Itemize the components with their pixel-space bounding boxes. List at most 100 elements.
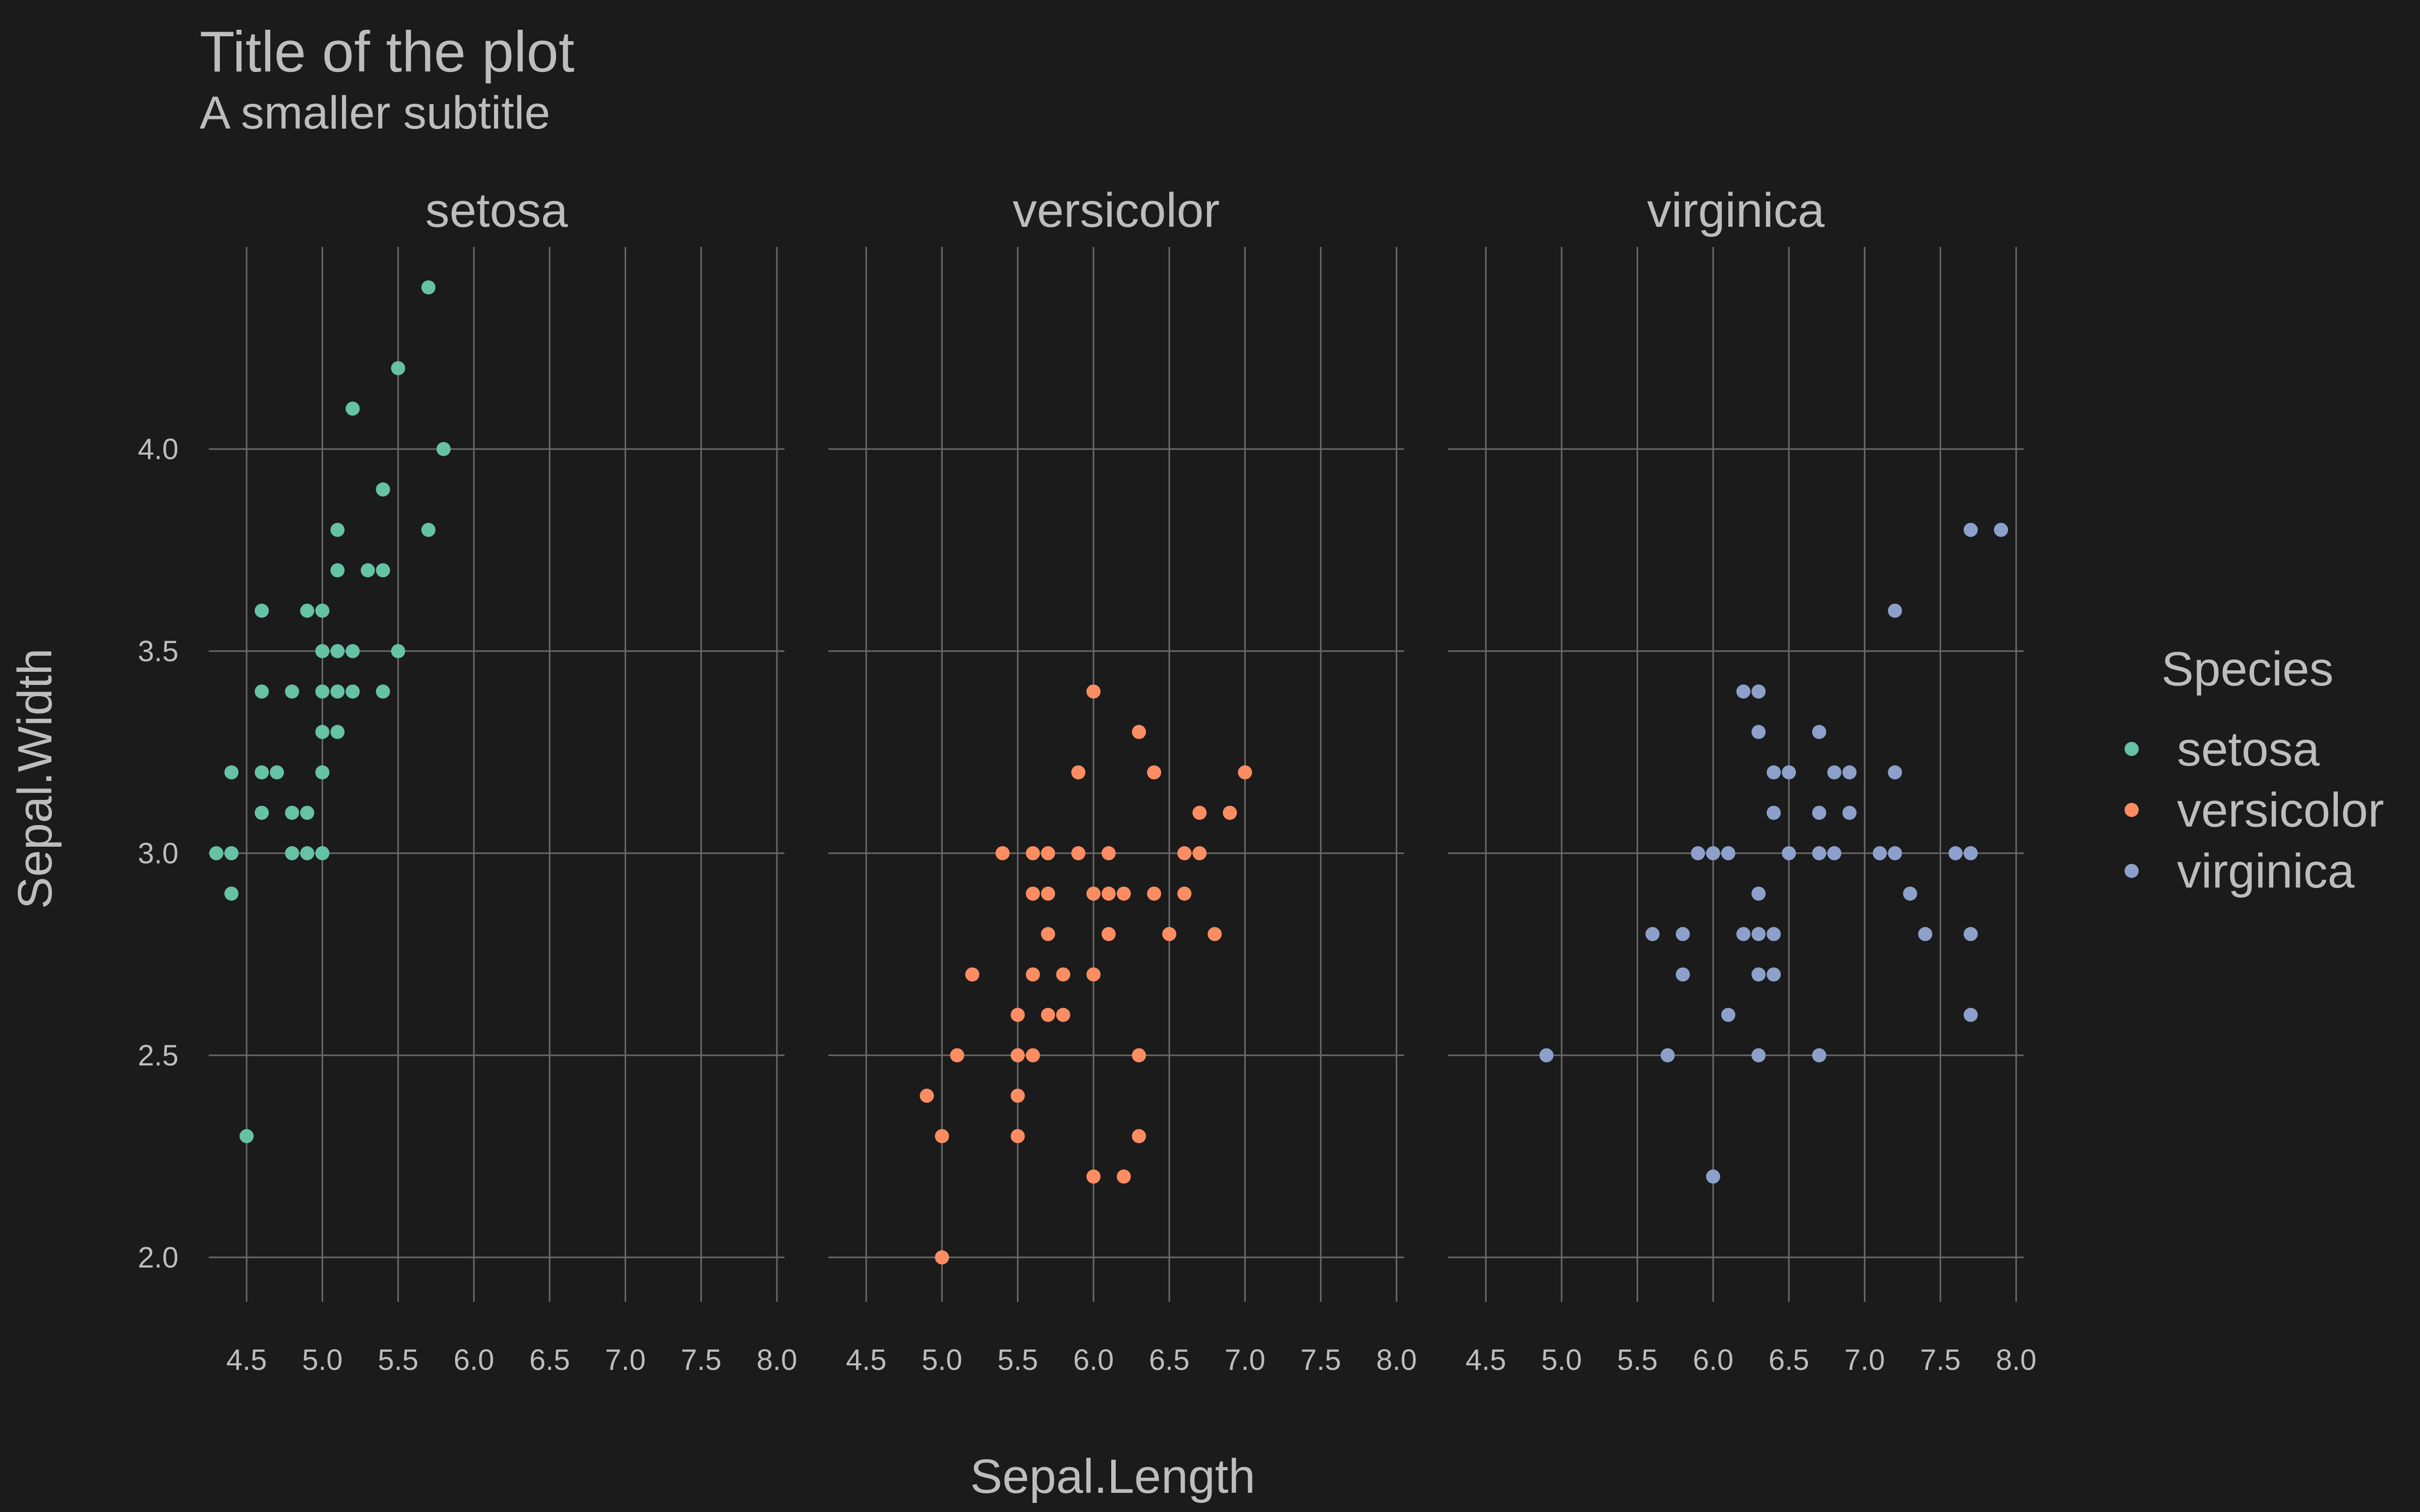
y-axis-label: Sepal.Width [8,648,62,909]
x-tick-label: 6.5 [1149,1344,1190,1376]
data-point-setosa [330,684,345,699]
x-tick-label: 5.5 [378,1344,418,1376]
data-point-virginica [1675,967,1690,982]
data-point-versicolor [1010,1129,1025,1144]
data-point-setosa [345,684,360,699]
data-point-versicolor [1086,887,1101,901]
data-point-setosa [285,684,299,699]
data-point-setosa [239,1129,254,1144]
data-point-versicolor [1010,1007,1025,1022]
x-tick-label: 6.5 [1769,1344,1809,1376]
data-point-versicolor [1192,805,1207,820]
x-tick-label: 6.0 [1073,1344,1114,1376]
data-point-versicolor [1132,1129,1146,1144]
legend-label-setosa: setosa [2177,722,2320,776]
data-point-versicolor [1025,1048,1040,1062]
data-point-virginica [1963,927,1978,941]
data-point-setosa [421,523,436,537]
data-point-virginica [1721,1007,1735,1022]
data-point-versicolor [1056,967,1070,982]
data-point-virginica [1660,1048,1675,1062]
facet-strip-label: setosa [426,183,568,237]
data-point-setosa [300,603,315,618]
data-point-versicolor [995,846,1010,860]
data-point-versicolor [1086,684,1101,699]
data-point-versicolor [1207,927,1222,941]
data-point-virginica [1767,967,1781,982]
data-point-versicolor [1147,887,1162,901]
data-point-versicolor [1238,765,1252,780]
data-point-versicolor [1177,887,1192,901]
data-point-virginica [1812,805,1827,820]
legend-label-virginica: virginica [2177,844,2355,898]
y-tick-label: 2.5 [138,1039,178,1072]
data-point-virginica [1782,765,1796,780]
x-tick-label: 7.0 [1225,1344,1265,1376]
data-point-virginica [1993,523,2008,537]
data-point-versicolor [1071,846,1085,860]
data-point-versicolor [1132,1048,1146,1062]
data-point-versicolor [920,1089,934,1103]
data-point-setosa [224,765,239,780]
x-tick-label: 7.0 [605,1344,646,1376]
x-tick-label: 4.5 [846,1344,887,1376]
data-point-virginica [1736,927,1751,941]
data-point-virginica [1767,927,1781,941]
data-point-setosa [224,846,239,860]
data-point-setosa [315,846,330,860]
data-point-versicolor [1117,887,1131,901]
data-point-versicolor [1010,1089,1025,1103]
facet-panel-setosa: setosa 4.5 5.0 5.5 6.0 6.5 7.0 7.5 8.0 [209,183,797,1376]
data-point-virginica [1751,927,1766,941]
data-point-virginica [1827,846,1842,860]
data-point-versicolor [1041,887,1055,901]
data-point-virginica [1751,725,1766,739]
data-point-virginica [1751,1048,1766,1062]
data-point-setosa [285,805,299,820]
x-tick-label: 4.5 [1466,1344,1506,1376]
data-point-versicolor [935,1129,949,1144]
data-point-setosa [436,442,451,456]
data-point-versicolor [1192,846,1207,860]
legend-key-virginica [2125,864,2139,878]
x-tick-label: 8.0 [1376,1344,1417,1376]
data-point-virginica [1767,805,1781,820]
y-tick-label: 3.5 [138,635,178,668]
data-point-virginica [1918,927,1932,941]
data-point-setosa [255,805,269,820]
data-point-virginica [1539,1048,1554,1062]
data-point-versicolor [1101,846,1116,860]
data-point-versicolor [1025,967,1040,982]
x-tick-label: 8.0 [1996,1344,2037,1376]
data-point-setosa [209,846,224,860]
data-point-virginica [1767,765,1781,780]
plot-subtitle: A smaller subtitle [200,87,550,139]
x-tick-label: 6.5 [529,1344,570,1376]
data-point-versicolor [1041,1007,1055,1022]
data-point-versicolor [1071,765,1085,780]
data-point-versicolor [1147,765,1162,780]
data-point-setosa [360,563,375,578]
data-point-versicolor [1162,927,1177,941]
y-tick-label: 4.0 [138,433,178,466]
data-point-setosa [300,846,315,860]
x-tick-label: 7.5 [1300,1344,1341,1376]
data-point-virginica [1888,603,1902,618]
data-point-setosa [300,805,315,820]
data-point-virginica [1812,1048,1827,1062]
data-point-setosa [255,603,269,618]
data-point-setosa [330,725,345,739]
data-point-setosa [315,603,330,618]
data-point-setosa [376,482,390,497]
y-tick-label: 2.0 [138,1241,178,1274]
data-point-versicolor [1117,1169,1131,1184]
data-point-setosa [330,644,345,658]
x-tick-label: 5.5 [997,1344,1038,1376]
legend-key-versicolor [2125,803,2139,817]
data-point-virginica [1736,684,1751,699]
legend-title: Species [2161,642,2334,696]
data-point-virginica [1751,967,1766,982]
data-point-setosa [376,563,390,578]
data-point-setosa [285,846,299,860]
